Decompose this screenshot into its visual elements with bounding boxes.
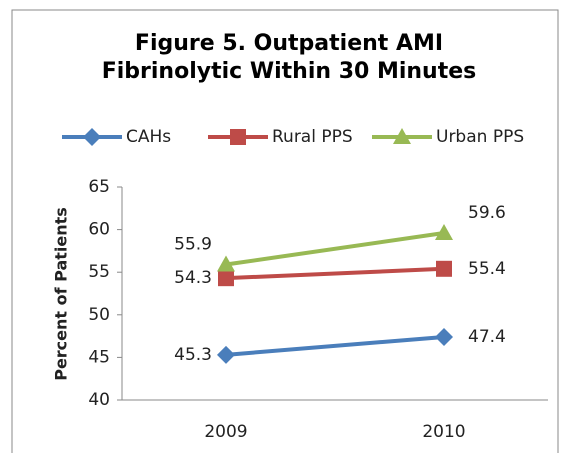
y-tick-label: 65 xyxy=(88,177,110,197)
y-tick-label: 55 xyxy=(88,262,110,282)
marker xyxy=(217,255,235,272)
marker xyxy=(393,128,411,144)
data-label: 45.3 xyxy=(174,345,212,365)
y-axis-label: Percent of Patients xyxy=(52,207,71,381)
legend-label: Rural PPS xyxy=(272,127,353,147)
x-tick-label: 2009 xyxy=(204,422,247,442)
marker xyxy=(230,129,246,145)
marker xyxy=(217,345,235,364)
marker xyxy=(218,270,234,287)
chart-border xyxy=(11,9,559,453)
series-line xyxy=(225,266,445,281)
data-label: 55.9 xyxy=(174,235,212,255)
marker xyxy=(435,224,453,241)
series-line xyxy=(225,231,445,267)
marker xyxy=(435,327,453,346)
y-tick-label: 45 xyxy=(88,347,110,367)
y-tick-label: 40 xyxy=(88,390,110,410)
y-tick-label: 60 xyxy=(88,220,110,240)
y-tick-label: 50 xyxy=(88,305,110,325)
legend-label: Urban PPS xyxy=(436,127,524,147)
series-line xyxy=(225,334,445,357)
data-label: 54.3 xyxy=(174,268,212,288)
data-label: 55.4 xyxy=(468,259,506,279)
chart-title: Figure 5. Outpatient AMI Fibrinolytic Wi… xyxy=(101,31,477,84)
data-label: 47.4 xyxy=(468,327,506,347)
x-tick-label: 2010 xyxy=(422,422,465,442)
marker xyxy=(436,260,452,277)
marker xyxy=(83,128,101,146)
data-label: 59.6 xyxy=(468,203,506,223)
legend-label: CAHs xyxy=(126,127,171,147)
